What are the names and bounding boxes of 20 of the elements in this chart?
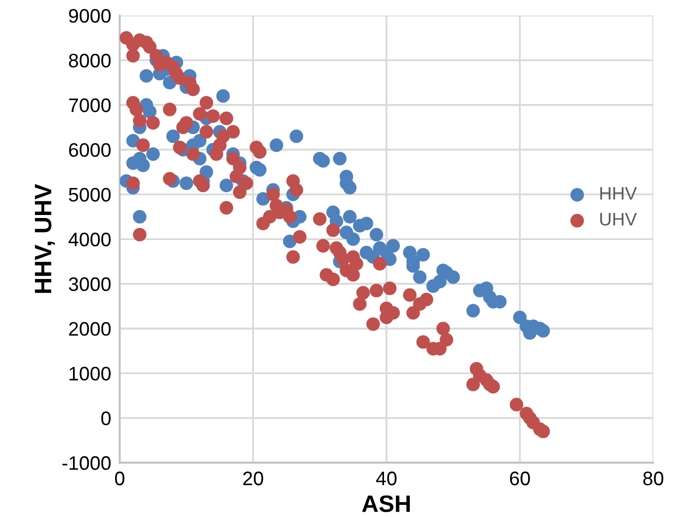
x-tick-label: 60 bbox=[510, 472, 530, 486]
y-tick-label: 6000 bbox=[69, 143, 111, 157]
y-tick-label: 1000 bbox=[70, 366, 111, 381]
y-tick-label: 3000 bbox=[68, 277, 111, 292]
y-tick-label: 9000 bbox=[69, 8, 111, 23]
x-tick-label: 40 bbox=[376, 472, 397, 486]
y-tick-label: 2000 bbox=[69, 322, 111, 336]
legend-label: UHV bbox=[600, 212, 637, 226]
y-tick-label: 7000 bbox=[69, 98, 111, 112]
legend-label: HHV bbox=[600, 187, 637, 200]
y-axis-title: HHV, UHV bbox=[34, 184, 55, 293]
x-tick-label: 0 bbox=[115, 472, 124, 486]
y-tick-label: 0 bbox=[101, 411, 111, 426]
x-tick-label: 80 bbox=[643, 472, 664, 486]
y-tick-label: 5000 bbox=[68, 188, 111, 202]
y-tick-label: 8000 bbox=[68, 54, 111, 68]
y-tick-label: -1000 bbox=[62, 456, 111, 470]
x-tick-label: 20 bbox=[243, 472, 264, 486]
x-axis-title: ASH bbox=[362, 495, 410, 512]
y-tick-label: 4000 bbox=[68, 232, 111, 246]
